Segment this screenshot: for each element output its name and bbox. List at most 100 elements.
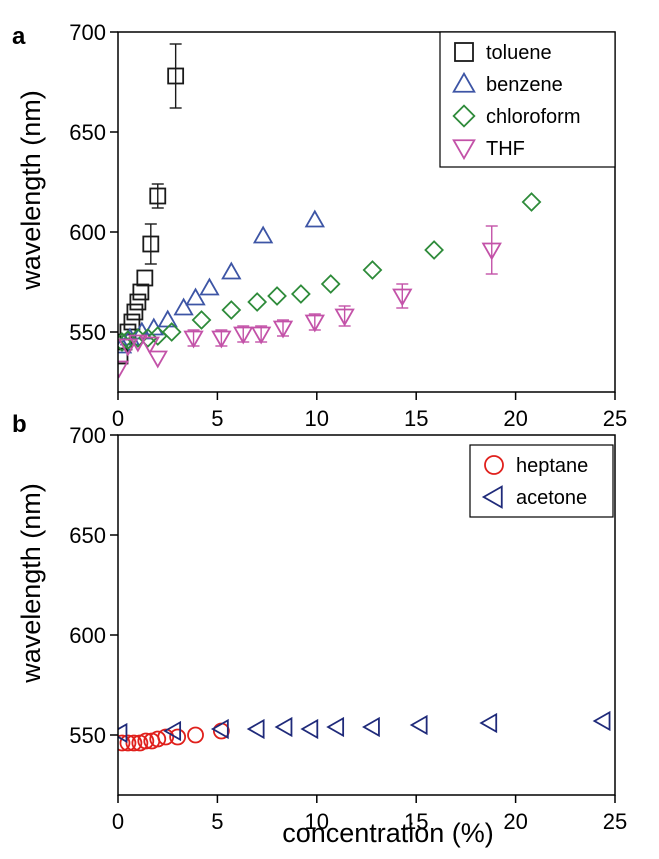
legend-marker-acetone: [481, 485, 503, 509]
x-tick-label: 15: [404, 809, 428, 834]
legend-marker-thf: [452, 139, 476, 161]
data-point: [409, 714, 428, 736]
panel-b-letter: b: [12, 411, 27, 438]
data-point: [129, 293, 147, 311]
data-point: [304, 209, 325, 228]
data-point: [136, 269, 154, 287]
legend-label-chloroform: chloroform: [486, 106, 580, 128]
panel-b: b wavelength (nm) 0 5 10 15 20 25 550 600 650 700…: [12, 411, 627, 834]
data-point: [334, 308, 355, 327]
data-point: [167, 67, 185, 85]
panel-a-data-marks: [118, 43, 542, 379]
data-point: [157, 728, 175, 746]
data-point: [252, 225, 274, 244]
data-point: [424, 240, 444, 260]
panel-b-plot-frame: [117, 434, 616, 796]
data-point: [132, 283, 150, 301]
data-point: [149, 730, 167, 748]
data-point: [362, 716, 380, 738]
y-tick-label: 600: [69, 220, 106, 245]
y-tick-label: 550: [69, 723, 106, 748]
legend-label-toluene: toluene: [486, 42, 552, 64]
data-point: [163, 720, 182, 742]
data-point: [118, 338, 139, 357]
data-point: [118, 722, 128, 744]
data-point: [126, 303, 144, 321]
legend-box: [469, 444, 614, 518]
panel-a-y-axis-title: wavelength (nm): [16, 90, 46, 291]
data-point: [246, 718, 265, 740]
shared-x-axis-title: concentration (%): [282, 818, 494, 848]
series-toluene: [118, 43, 185, 365]
data-point: [118, 330, 138, 350]
y-tick-label: 600: [69, 623, 106, 648]
legend-marker-heptane: [484, 455, 504, 475]
series-chloroform: [118, 192, 542, 352]
series-acetone: [118, 710, 611, 744]
x-tick-label: 10: [305, 809, 329, 834]
y-tick-label: 700: [69, 20, 106, 45]
x-tick-label: 20: [503, 809, 527, 834]
data-point: [362, 260, 383, 280]
x-tick-label: 5: [211, 809, 223, 834]
x-tick-label: 15: [404, 406, 428, 431]
panel-b-data-marks: [118, 710, 611, 752]
data-point: [250, 326, 272, 345]
series-thf: [118, 225, 502, 379]
data-point: [142, 235, 160, 253]
data-point: [592, 710, 611, 732]
x-tick-label: 0: [112, 406, 124, 431]
panel-b-y-axis-title: wavelength (nm): [16, 483, 46, 684]
data-point: [161, 322, 182, 342]
data-point: [147, 350, 168, 369]
panel-b-legend: heptane acetone: [469, 444, 614, 518]
data-point: [210, 718, 229, 740]
data-point: [183, 330, 204, 349]
y-tick-label: 650: [69, 523, 106, 548]
data-point: [211, 330, 232, 349]
y-tick-label: 700: [69, 423, 106, 448]
data-point: [233, 326, 254, 345]
data-point: [123, 313, 141, 331]
data-point: [137, 732, 155, 750]
legend-label-benzene: benzene: [486, 74, 563, 96]
x-tick-label: 20: [503, 406, 527, 431]
x-tick-label: 5: [211, 406, 223, 431]
data-point: [274, 716, 293, 738]
panel-b-ticks: 0 5 10 15 20 25 550 600 650 700: [69, 423, 627, 834]
legend-marker-toluene: [454, 42, 474, 62]
data-point: [199, 277, 220, 296]
x-tick-label: 25: [603, 809, 627, 834]
x-tick-label: 25: [603, 406, 627, 431]
panel-a-ticks: 0 5 10 15 20 25 550 600 650 700: [69, 20, 627, 431]
data-point: [247, 292, 268, 312]
series-heptane: [118, 722, 230, 752]
x-tick-label: 10: [305, 406, 329, 431]
panel-a-letter: a: [12, 23, 26, 50]
data-point: [173, 297, 194, 316]
data-point: [169, 728, 187, 746]
data-point: [392, 288, 413, 307]
data-point: [304, 314, 325, 333]
legend-label-thf: THF: [486, 138, 525, 160]
data-point: [326, 716, 345, 738]
y-tick-label: 650: [69, 120, 106, 145]
data-point: [125, 734, 143, 752]
data-point: [185, 287, 206, 306]
legend-box: [439, 31, 616, 168]
y-tick-label: 550: [69, 320, 106, 345]
data-point: [479, 712, 498, 734]
legend-marker-chloroform: [452, 104, 476, 128]
data-point: [320, 274, 341, 294]
data-point: [221, 300, 242, 320]
data-point: [290, 284, 311, 304]
data-point: [272, 320, 294, 339]
data-point: [119, 734, 137, 752]
data-point: [221, 261, 242, 280]
panel-a: a wavelength (nm) 0 5 10 15 20 25 550 600 650 700…: [12, 20, 627, 431]
data-point: [521, 192, 542, 212]
data-point: [191, 310, 212, 330]
data-point: [139, 336, 160, 355]
data-point: [118, 734, 131, 752]
